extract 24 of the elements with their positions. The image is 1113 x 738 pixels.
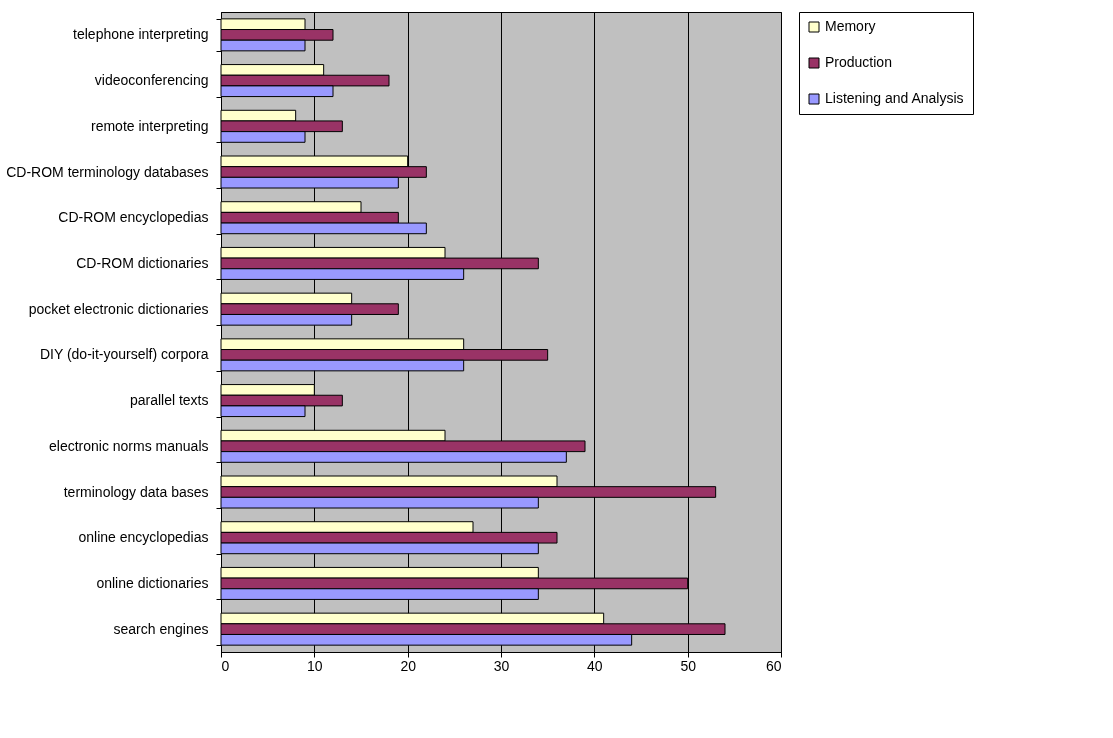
y-tick-label: CD-ROM encyclopedias xyxy=(58,209,209,226)
y-tick-label: online encyclopedias xyxy=(78,529,209,546)
x-tick-label: 20 xyxy=(400,657,417,674)
x-tick-label: 40 xyxy=(587,657,603,674)
y-tick-label: videoconferencing xyxy=(94,72,209,89)
y-tick-label: telephone interpreting xyxy=(73,26,209,43)
y-tick-label: DIY (do-it-yourself) corpora xyxy=(39,346,209,363)
x-tick-label: 10 xyxy=(307,657,323,674)
y-tick-label: terminology data bases xyxy=(63,483,209,500)
legend-label: Production xyxy=(825,54,892,70)
x-tick-label: 60 xyxy=(765,657,782,674)
y-tick-label: CD-ROM terminology databases xyxy=(6,163,209,180)
y-tick-label: pocket electronic dictionaries xyxy=(28,300,209,317)
y-tick-label: search engines xyxy=(113,620,209,637)
y-tick-label: online dictionaries xyxy=(96,574,209,591)
legend-label: Listening and Analysis xyxy=(825,90,964,106)
y-tick-label: electronic norms manuals xyxy=(48,437,209,454)
y-tick-label: CD-ROM dictionaries xyxy=(76,254,209,271)
x-tick-label: 50 xyxy=(680,657,697,674)
legend-label: Memory xyxy=(825,18,876,34)
y-tick-label: parallel texts xyxy=(129,392,209,409)
x-tick-label: 0 xyxy=(221,657,230,674)
y-tick-label: remote interpreting xyxy=(90,117,209,134)
x-tick-label: 30 xyxy=(493,657,510,674)
